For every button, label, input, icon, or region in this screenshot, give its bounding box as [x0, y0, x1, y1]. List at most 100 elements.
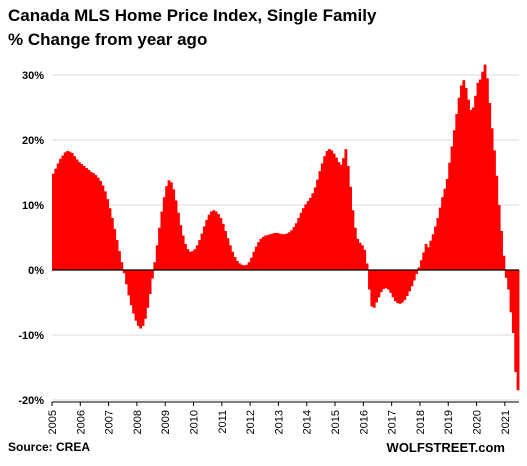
- bar: [490, 128, 494, 270]
- bar: [224, 231, 227, 270]
- bar: [500, 231, 503, 270]
- bar: [415, 270, 419, 274]
- bar: [162, 197, 166, 270]
- bar: [268, 234, 272, 270]
- bar: [287, 232, 291, 270]
- bar: [509, 270, 513, 313]
- bar: [441, 197, 444, 270]
- bar: [403, 270, 407, 300]
- bar: [188, 251, 192, 270]
- bar: [285, 233, 289, 270]
- bar: [424, 244, 428, 270]
- bar: [132, 270, 135, 314]
- bar: [172, 189, 176, 270]
- bar: [228, 245, 232, 270]
- bar: [85, 167, 88, 270]
- bar: [294, 223, 298, 270]
- bar: [217, 214, 220, 270]
- bar: [471, 107, 475, 270]
- bar: [146, 270, 150, 308]
- bar: [186, 249, 190, 270]
- bar: [238, 263, 242, 270]
- x-tick-label: 2005: [47, 410, 59, 434]
- bar: [210, 211, 213, 270]
- bar: [398, 270, 402, 304]
- bar: [488, 102, 492, 270]
- bar: [377, 270, 381, 298]
- bar: [502, 255, 506, 270]
- x-tick-label: 2012: [245, 410, 257, 434]
- bar: [155, 245, 159, 270]
- bar: [462, 80, 466, 270]
- bar: [278, 233, 282, 270]
- bar: [476, 82, 480, 270]
- bar: [483, 64, 487, 270]
- chart-title: Canada MLS Home Price Index, Single Fami…: [8, 6, 377, 25]
- bar: [431, 234, 435, 270]
- bar: [59, 158, 62, 270]
- bar: [66, 151, 69, 270]
- bar: [292, 227, 296, 270]
- bar: [346, 166, 350, 270]
- bar: [320, 163, 324, 270]
- gridlines: [52, 74, 519, 401]
- bar: [356, 238, 360, 270]
- x-tick-label: 2010: [189, 410, 201, 434]
- bar: [318, 171, 322, 270]
- bar: [504, 270, 508, 278]
- bar: [221, 223, 225, 270]
- bar: [481, 71, 485, 270]
- bar: [214, 211, 218, 270]
- bar: [245, 264, 249, 270]
- bar: [120, 262, 124, 270]
- bar: [101, 185, 105, 270]
- bar: [474, 95, 477, 270]
- x-tick-label: 2006: [75, 410, 87, 434]
- bar: [127, 270, 131, 296]
- bar: [273, 232, 277, 270]
- bar: [257, 242, 261, 270]
- bar: [174, 200, 178, 270]
- bar: [408, 270, 411, 292]
- bar: [370, 270, 374, 307]
- bar: [87, 169, 91, 270]
- bar: [134, 270, 138, 321]
- bar: [363, 249, 367, 270]
- bar: [516, 270, 520, 391]
- bar: [497, 205, 501, 270]
- x-tick-label: 2013: [273, 410, 285, 434]
- bar: [375, 270, 378, 303]
- bar: [264, 235, 268, 270]
- bar: [181, 235, 185, 270]
- bar: [342, 158, 345, 270]
- bar: [457, 97, 461, 270]
- bar: [389, 270, 393, 293]
- bar: [207, 214, 211, 270]
- x-tick-label: 2016: [358, 410, 370, 434]
- bar: [219, 218, 223, 270]
- bar: [360, 245, 364, 270]
- bar: [434, 226, 437, 270]
- bar: [169, 182, 173, 270]
- bar: [464, 88, 468, 270]
- bar: [231, 251, 235, 270]
- bar: [68, 151, 72, 270]
- bar: [250, 257, 253, 270]
- bar: [283, 234, 286, 270]
- bar: [450, 146, 454, 270]
- bar: [247, 262, 251, 270]
- bar: [96, 177, 100, 270]
- bar: [323, 156, 327, 270]
- bar: [103, 191, 107, 270]
- bar: [73, 156, 77, 270]
- bar: [179, 225, 183, 270]
- bar: [384, 270, 388, 289]
- bar: [379, 270, 383, 293]
- bar: [113, 229, 117, 270]
- bar: [485, 78, 489, 270]
- bar: [460, 85, 463, 271]
- bar: [417, 267, 421, 270]
- bar: [75, 159, 79, 270]
- bar: [304, 204, 308, 270]
